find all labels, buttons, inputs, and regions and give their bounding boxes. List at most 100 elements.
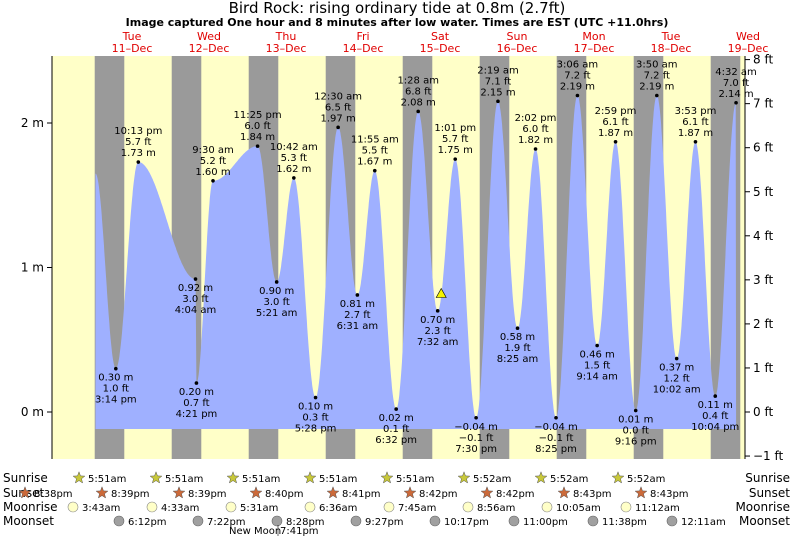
extreme-m: −0.04 m (454, 422, 498, 433)
sunset-icon (480, 486, 494, 499)
sunset-time: 8:38pm (34, 489, 73, 500)
day-date-label: 11–Dec (112, 42, 153, 55)
legend-row-label-left: Sunrise (3, 471, 48, 485)
day-of-week-label: Sun (507, 30, 528, 43)
extreme-ft: 6.0 ft (522, 124, 548, 135)
extreme-m: 0.58 m (500, 332, 535, 343)
tide-area (95, 95, 737, 429)
extreme-time: 11:25 pm (234, 110, 282, 121)
sunset-time: 8:43pm (650, 489, 689, 500)
extreme-point (734, 100, 738, 105)
moonrise-time: 4:33am (161, 503, 199, 514)
legend-row-label-right: Moonrise (735, 500, 790, 514)
extreme-point (655, 93, 659, 98)
extreme-time: 4:32 am (715, 67, 757, 78)
moonrise-time: 11:12am (635, 503, 680, 514)
extreme-time: 6:32 pm (375, 435, 417, 446)
extreme-m: 1.62 m (276, 164, 311, 175)
extreme-ft: 6.0 ft (244, 121, 270, 132)
extreme-m: 1.87 m (598, 128, 633, 139)
extreme-ft: 0.1 ft (383, 424, 409, 435)
y-tick-label-ft: 1 ft (753, 361, 773, 375)
y-tick-label-ft: 6 ft (753, 141, 773, 155)
extreme-m: −0.04 m (534, 422, 578, 433)
extreme-m: 1.82 m (518, 135, 553, 146)
moonrise-time: 3:43am (82, 503, 120, 514)
extreme-m: 2.19 m (639, 82, 674, 93)
extreme-m: 0.10 m (298, 402, 333, 413)
day-date-label: 14–Dec (343, 42, 384, 55)
axes: 0 m 1 m 2 m −1 ft 0 ft 1 ft 2 ft 3 ft 4 ft 5 ft 6 … (21, 53, 784, 463)
extreme-m: 1.97 m (321, 113, 356, 124)
sunrise-time: 5:51am (165, 474, 203, 485)
extreme-ft: 1.5 ft (584, 361, 610, 372)
legend-row-label-left: Moonrise (3, 500, 58, 514)
moonrise-time: 7:45am (398, 503, 436, 514)
extreme-time: 7:30 pm (455, 444, 497, 455)
current-tide-marker (435, 287, 447, 298)
extreme-ft: 2.3 ft (424, 326, 450, 337)
day-of-week-label: Wed (197, 30, 221, 43)
moonrise-time: 10:05am (556, 503, 601, 514)
extreme-m: 0.81 m (340, 299, 375, 310)
moonset-time: 6:12pm (128, 517, 167, 528)
extreme-time: 9:30 am (192, 145, 234, 156)
extreme-point (193, 277, 198, 281)
sunset-time: 8:40pm (265, 489, 304, 500)
extreme-ft: 6.5 ft (325, 102, 351, 113)
extreme-ft: −0.1 ft (539, 433, 574, 444)
extreme-m: 1.84 m (240, 132, 275, 143)
extreme-ft: 0.4 ft (702, 411, 728, 422)
sunset-icon (172, 486, 186, 499)
day-of-week-label: Mon (582, 30, 605, 43)
extreme-point (313, 395, 318, 400)
extreme-ft: 3.0 ft (263, 297, 289, 308)
sunset-icon (403, 486, 417, 499)
legend-row-label-right: Moonset (739, 514, 790, 528)
extreme-point (336, 125, 340, 130)
extreme-m: 2.08 m (401, 97, 436, 108)
extreme-point (355, 293, 360, 297)
extreme-ft: 2.7 ft (344, 310, 370, 321)
extreme-m: 0.37 m (659, 363, 694, 374)
extreme-time: 3:14 pm (95, 395, 137, 406)
extreme-time: 10:13 pm (114, 126, 162, 137)
sunrise-time: 5:51am (319, 474, 357, 485)
extreme-time: 3:50 am (636, 60, 678, 71)
extreme-time: 8:25 am (497, 354, 539, 365)
legend-row-label-left: Moonset (3, 514, 54, 528)
y-tick-label-ft: 4 ft (753, 229, 773, 243)
extreme-point (613, 139, 618, 144)
moonrise-icon (383, 501, 395, 513)
sunset-time: 8:41pm (342, 489, 381, 500)
y-tick-label-ft: 3 ft (753, 273, 773, 287)
moonset-icon (192, 515, 204, 527)
y-tick-label-ft: 5 ft (753, 185, 773, 199)
sunset-icon (95, 486, 109, 499)
extreme-time: 10:04 pm (691, 422, 739, 433)
y-tick-label-ft: 2 ft (753, 317, 773, 331)
extreme-m: 2.14 m (718, 89, 753, 100)
extreme-time: 4:04 am (175, 305, 217, 316)
extreme-point (496, 99, 500, 104)
day-of-week-label: Fri (356, 30, 369, 43)
extreme-ft: 5.2 ft (200, 156, 226, 167)
extreme-ft: 7.0 ft (723, 78, 749, 89)
sunrise-time: 5:52am (473, 474, 511, 485)
extreme-time: 6:31 am (337, 321, 379, 332)
chart-title: Bird Rock: rising ordinary tide at 0.8m … (229, 0, 566, 17)
moonset-icon (666, 515, 678, 527)
y-tick-label-m: 0 m (21, 405, 44, 419)
day-date-label: 12–Dec (189, 42, 230, 55)
extreme-m: 0.11 m (698, 400, 733, 411)
extreme-time: 8:25 pm (535, 444, 577, 455)
extreme-ft: 6.1 ft (682, 117, 708, 128)
extreme-point (394, 407, 398, 411)
legend-row-label-right: Sunrise (745, 471, 790, 485)
extreme-point (693, 139, 698, 144)
moonrise-icon (304, 501, 316, 513)
extreme-time: 10:42 am (270, 142, 318, 153)
moonrise-time: 5:31am (240, 503, 278, 514)
moonrise-icon (620, 501, 632, 513)
